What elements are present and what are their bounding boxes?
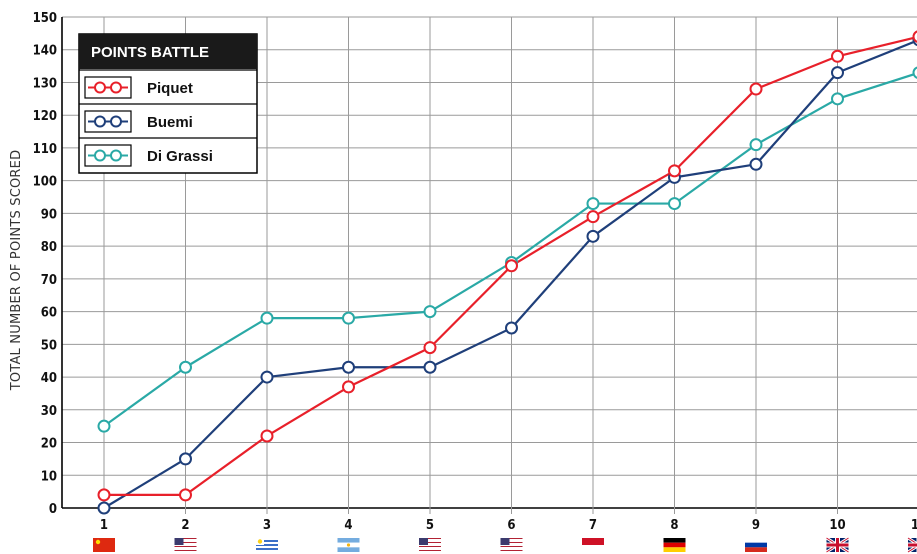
x-tick-label: 3 bbox=[263, 518, 271, 533]
y-axis-label: TOTAL NUMBER OF POINTS SCORED bbox=[9, 150, 24, 392]
di-grassi-point bbox=[831, 92, 844, 106]
y-tick-label: 150 bbox=[33, 11, 57, 26]
di-grassi-point bbox=[342, 311, 355, 325]
piquet-point bbox=[260, 429, 274, 443]
y-tick-label: 70 bbox=[41, 273, 57, 288]
di-grassi-point bbox=[97, 419, 111, 433]
buemi-point bbox=[260, 370, 274, 384]
x-tick-label: 2 bbox=[181, 518, 189, 533]
y-tick-label: 50 bbox=[41, 338, 57, 353]
usa-flag-icon bbox=[174, 538, 197, 551]
buemi-legend-label: Buemi bbox=[147, 114, 193, 131]
y-tick-label: 10 bbox=[41, 469, 57, 484]
x-tick-label: 9 bbox=[752, 518, 760, 533]
y-tick-label: 90 bbox=[41, 207, 57, 222]
x-tick-label: 7 bbox=[589, 518, 597, 533]
piquet-point bbox=[505, 259, 518, 273]
di-grassi-point bbox=[179, 360, 192, 374]
russia-flag-icon bbox=[745, 538, 767, 552]
germany-flag-icon bbox=[663, 538, 686, 552]
y-tick-label: 60 bbox=[41, 306, 57, 321]
y-tick-label: 40 bbox=[41, 371, 57, 386]
buemi-point bbox=[586, 229, 600, 243]
legend-items: Piquet Buemi Di Grassi bbox=[79, 69, 257, 167]
y-tick-label: 0 bbox=[49, 502, 57, 517]
y-tick-label: 30 bbox=[41, 404, 57, 419]
y-tick-label: 110 bbox=[33, 142, 57, 157]
y-tick-label: 80 bbox=[41, 240, 57, 255]
di-grassi-legend-swatch bbox=[84, 144, 132, 167]
flags bbox=[93, 536, 917, 554]
china-flag-icon bbox=[93, 538, 115, 552]
piquet-point bbox=[342, 380, 355, 394]
usa-flag-icon bbox=[419, 538, 441, 551]
y-ticks: 0 10 20 30 40 50 60 70 80 90 100 110 120 130 140 150 bbox=[33, 11, 57, 517]
di-grassi-point bbox=[423, 305, 437, 319]
legend: POINTS BATTLE Piquet Buemi Di Grassi bbox=[78, 33, 258, 174]
piquet-point bbox=[831, 49, 844, 63]
di-grassi-point bbox=[912, 66, 917, 79]
piquet-point bbox=[97, 488, 111, 502]
y-tick-label: 130 bbox=[33, 76, 57, 91]
x-tick-label: 10 bbox=[829, 518, 845, 533]
buemi-point bbox=[505, 321, 518, 335]
usa-flag-icon bbox=[500, 538, 523, 551]
buemi-point bbox=[423, 360, 437, 374]
argentina-flag-icon bbox=[337, 538, 360, 552]
x-tick-label: 5 bbox=[426, 518, 434, 533]
buemi-point bbox=[179, 452, 192, 466]
piquet-legend-label: Piquet bbox=[147, 80, 193, 97]
di-grassi-point bbox=[749, 138, 763, 152]
buemi-point bbox=[749, 157, 763, 171]
piquet-point bbox=[912, 30, 917, 43]
x-ticks: 1 2 3 4 5 6 7 8 9 10 11 bbox=[100, 518, 917, 533]
piquet-point bbox=[749, 82, 763, 96]
series-layer bbox=[97, 30, 917, 515]
piquet-point bbox=[179, 488, 192, 502]
y-tick-label: 120 bbox=[33, 109, 57, 124]
legend-title-bar bbox=[79, 34, 257, 69]
y-tick-label: 140 bbox=[33, 44, 57, 59]
di-grassi-point bbox=[260, 311, 274, 325]
x-tick-label: 11 bbox=[911, 518, 917, 533]
piquet-legend-swatch bbox=[84, 76, 132, 99]
x-tick-label: 6 bbox=[507, 518, 515, 533]
di-grassi-point bbox=[586, 197, 600, 211]
buemi-point bbox=[342, 360, 355, 374]
monaco-flag-icon bbox=[582, 538, 604, 552]
piquet-point bbox=[423, 341, 437, 355]
buemi-point bbox=[831, 66, 844, 80]
legend-title: POINTS BATTLE bbox=[91, 44, 209, 61]
x-tick-label: 8 bbox=[670, 518, 678, 533]
di-grassi-legend-label: Di Grassi bbox=[147, 148, 213, 165]
uk-flag-icon bbox=[907, 536, 917, 554]
x-tick-label: 4 bbox=[344, 518, 352, 533]
di-grassi-point bbox=[668, 197, 681, 211]
y-tick-label: 100 bbox=[33, 175, 57, 190]
buemi-point bbox=[97, 501, 111, 515]
uk-flag-icon bbox=[825, 536, 850, 554]
x-tick-label: 1 bbox=[100, 518, 108, 533]
piquet-point bbox=[668, 164, 681, 178]
piquet-point bbox=[586, 210, 600, 224]
y-tick-label: 20 bbox=[41, 437, 57, 452]
buemi-legend-swatch bbox=[84, 110, 132, 133]
uruguay-flag-icon bbox=[256, 538, 278, 552]
